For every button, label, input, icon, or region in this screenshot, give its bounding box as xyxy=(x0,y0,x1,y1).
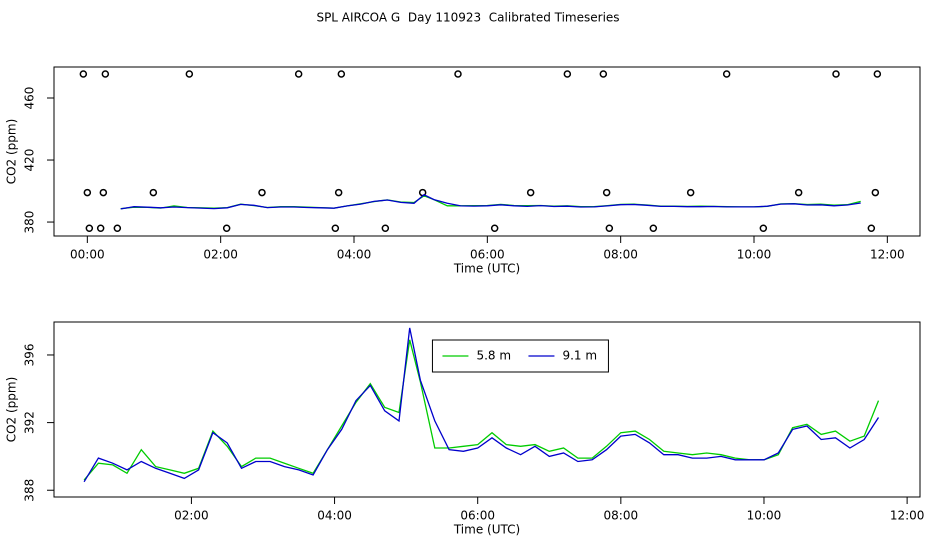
x-tick-label: 12:00 xyxy=(890,509,925,523)
x-tick-label: 04:00 xyxy=(317,509,352,523)
calibration-point xyxy=(101,70,110,78)
y-tick-label: 460 xyxy=(23,87,37,110)
calibration-point xyxy=(832,70,840,78)
plot-frame xyxy=(53,66,921,237)
y-tick-label: 388 xyxy=(23,479,37,502)
legend-label: 9.1 m xyxy=(562,349,597,363)
legend: 5.8 m 9.1 m xyxy=(431,339,609,373)
calibration-point xyxy=(490,224,499,232)
calibration-point xyxy=(722,70,731,78)
x-tick-label: 00:00 xyxy=(70,248,105,262)
calibration-point xyxy=(294,70,303,78)
x-tick-label: 02:00 xyxy=(174,509,209,523)
chart-title: SPL AIRCOA G Day 110923 Calibrated Times… xyxy=(316,11,619,25)
x-tick-label: 10:00 xyxy=(747,509,782,523)
calibration-point xyxy=(381,224,390,232)
calibration-point xyxy=(85,224,94,232)
calibration-point xyxy=(96,224,105,232)
calibration-point xyxy=(337,70,346,78)
calibration-point xyxy=(79,70,88,78)
y-tick-label: 420 xyxy=(23,149,37,172)
x-axis-label: Time (UTC) xyxy=(453,523,520,537)
calibration-point xyxy=(454,70,462,78)
y-tick-label: 380 xyxy=(23,211,37,234)
calibration-point xyxy=(185,70,194,78)
calibration-point xyxy=(258,188,266,197)
calibration-point xyxy=(602,188,611,197)
calibration-point xyxy=(331,224,340,232)
calibration-point xyxy=(99,188,108,197)
calibration-point xyxy=(759,224,768,232)
calibration-point xyxy=(149,188,158,197)
x-tick-label: 08:00 xyxy=(604,509,639,523)
series-line xyxy=(120,194,861,210)
calibration-point xyxy=(563,70,572,78)
calibration-point xyxy=(599,70,608,78)
x-tick-label: 06:00 xyxy=(470,248,505,262)
x-axis-label: Time (UTC) xyxy=(453,262,520,276)
x-tick-label: 04:00 xyxy=(337,248,372,262)
calibration-point xyxy=(873,70,882,78)
y-axis-label: CO2 (ppm) xyxy=(5,119,19,185)
x-tick-label: 02:00 xyxy=(203,248,238,262)
legend-label: 5.8 m xyxy=(476,349,511,363)
calibration-point xyxy=(526,188,535,197)
calibration-point xyxy=(334,188,343,197)
calibration-point xyxy=(686,188,695,197)
x-tick-label: 10:00 xyxy=(737,248,772,262)
x-tick-label: 06:00 xyxy=(460,509,495,523)
y-tick-label: 396 xyxy=(23,344,37,367)
plot-frame xyxy=(53,321,921,498)
calibration-point xyxy=(222,224,231,232)
x-tick-label: 12:00 xyxy=(870,248,905,262)
calibration-point xyxy=(113,224,122,232)
y-tick-label: 392 xyxy=(23,411,37,434)
series-line xyxy=(83,327,880,483)
calibration-point xyxy=(605,224,614,232)
calibration-point xyxy=(83,188,92,197)
calibration-point xyxy=(867,224,876,232)
calibration-point xyxy=(871,188,880,197)
y-axis-label: CO2 (ppm) xyxy=(5,377,19,443)
x-tick-label: 08:00 xyxy=(603,248,638,262)
calibration-point xyxy=(794,188,803,197)
calibration-point xyxy=(649,224,658,232)
